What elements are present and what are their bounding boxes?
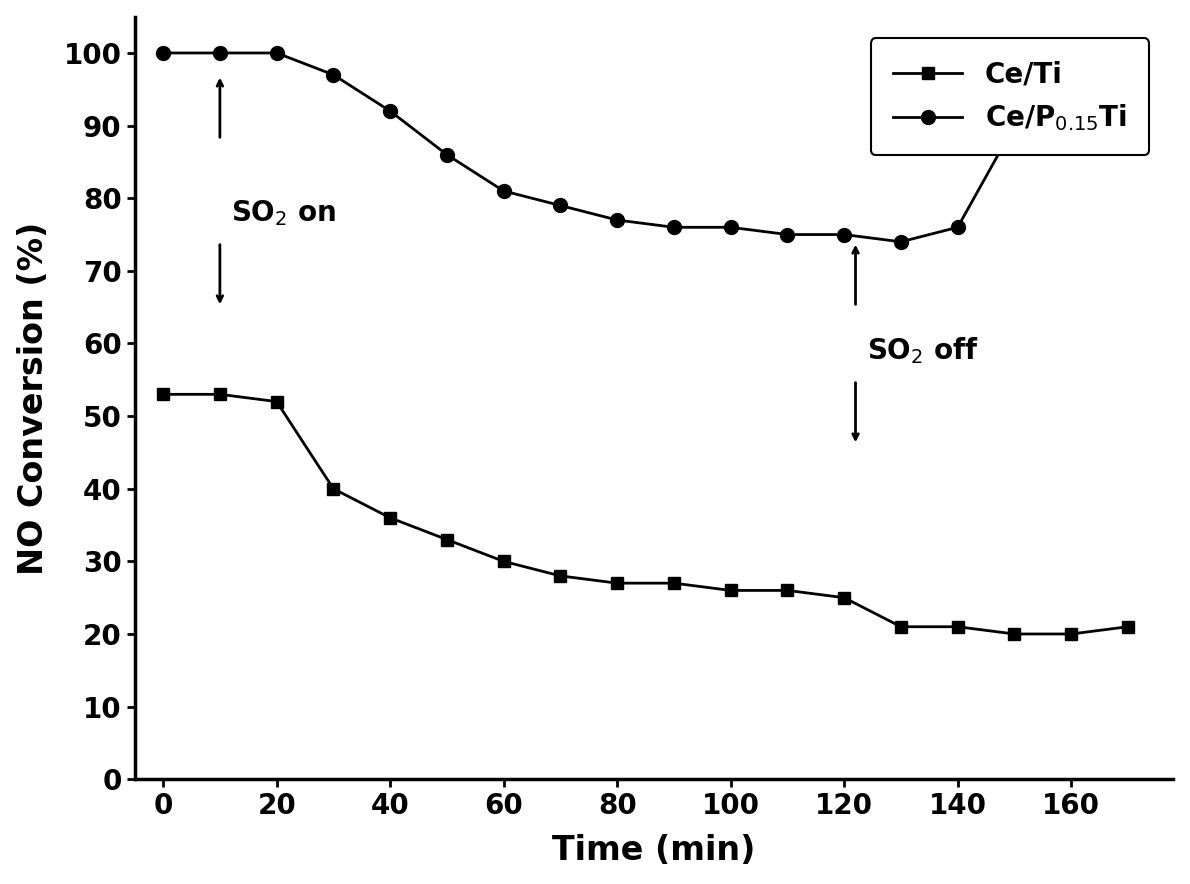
X-axis label: Time (min): Time (min) — [552, 834, 756, 867]
Text: SO$_2$ on: SO$_2$ on — [231, 198, 337, 228]
Y-axis label: NO Conversion (%): NO Conversion (%) — [17, 221, 50, 575]
Text: SO$_2$ off: SO$_2$ off — [866, 335, 979, 366]
Legend: Ce/Ti, Ce/P$_{0.15}$Ti: Ce/Ti, Ce/P$_{0.15}$Ti — [871, 38, 1150, 156]
